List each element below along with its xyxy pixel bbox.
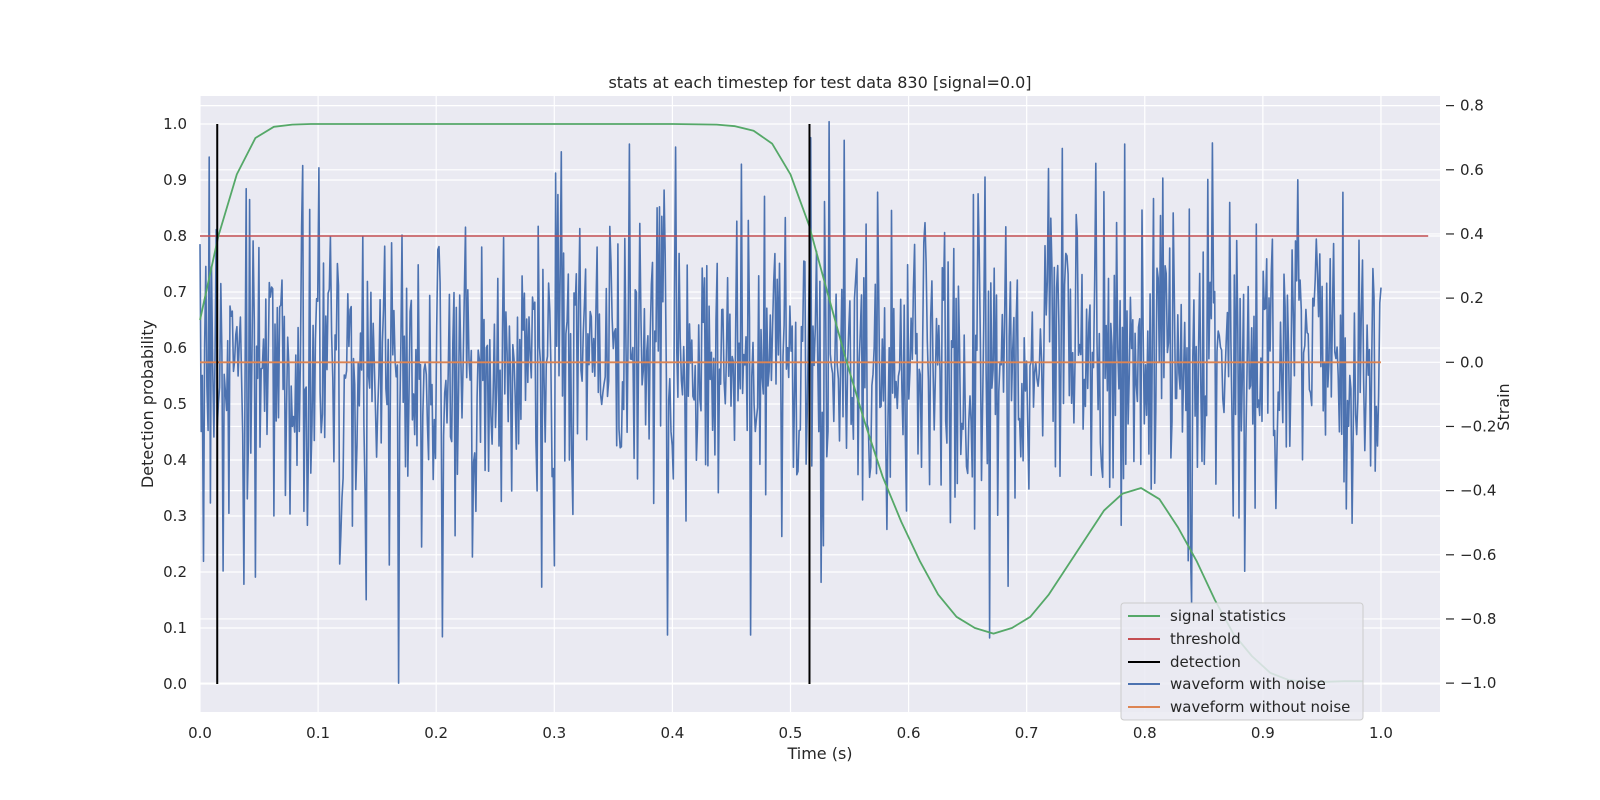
y-tick-label: 0.8	[163, 227, 187, 245]
legend-label-threshold: threshold	[1170, 630, 1241, 648]
y-tick-label: 0.3	[163, 507, 187, 525]
legend: signal statistics threshold detection wa…	[1120, 602, 1364, 721]
x-tick-label: 0.9	[1251, 724, 1275, 742]
y-tick-label: 0.6	[163, 339, 187, 357]
x-axis-ticks: 0.0 0.1 0.2 0.3 0.4 0.5 0.6 0.7 0.8 0.9 1.0	[188, 724, 1393, 742]
y2-tick-label: −0.2	[1460, 417, 1496, 435]
y2-tick-label: 0.4	[1460, 225, 1484, 243]
x-tick-label: 0.7	[1015, 724, 1039, 742]
chart-title: stats at each timestep for test data 830…	[608, 73, 1031, 92]
y-axis-label: Detection probability	[138, 320, 157, 488]
y-tick-label: 0.7	[163, 283, 187, 301]
legend-label-signal: signal statistics	[1170, 607, 1286, 625]
x-tick-label: 0.8	[1133, 724, 1157, 742]
x-tick-label: 0.3	[542, 724, 566, 742]
y-tick-label: 1.0	[163, 115, 187, 133]
y2-tick-label: −0.6	[1460, 546, 1496, 564]
x-tick-label: 0.2	[424, 724, 448, 742]
legend-label-detection: detection	[1170, 653, 1241, 671]
y2-tick-label: −0.4	[1460, 482, 1496, 500]
x-tick-label: 0.6	[897, 724, 921, 742]
x-tick-label: 1.0	[1369, 724, 1393, 742]
y2-tick-label: 0.6	[1460, 161, 1484, 179]
y-tick-label: 0.9	[163, 171, 187, 189]
legend-label-clean: waveform without noise	[1170, 698, 1350, 716]
y-tick-label: 0.5	[163, 395, 187, 413]
series-line-signal-statistics	[199, 123, 1363, 683]
series-line-waveform-with-noise	[199, 120, 1382, 684]
legend-box	[1120, 602, 1364, 721]
x-tick-label: 0.4	[660, 724, 684, 742]
y2-axis-label: Strain	[1494, 383, 1513, 430]
series-layer	[199, 123, 1429, 684]
y-tick-label: 0.4	[163, 451, 187, 469]
y-tick-label: 0.2	[163, 563, 187, 581]
y2-tick-label: −0.8	[1460, 610, 1496, 628]
y2-tick-label: 0.0	[1460, 353, 1484, 371]
y2-tick-label: 0.2	[1460, 289, 1484, 307]
y2-tick-label: 0.8	[1460, 97, 1484, 115]
x-tick-label: 0.1	[306, 724, 330, 742]
y2-axis-ticks: −1.0 −0.8 −0.6 −0.4 −0.2 0.0 0.2 0.4 0.6 0.8	[1446, 97, 1496, 692]
noise-waveform-layer	[199, 120, 1382, 684]
y-axis-ticks: 0.0 0.1 0.2 0.3 0.4 0.5 0.6 0.7 0.8 0.9 1.0	[163, 115, 187, 693]
x-axis-label: Time (s)	[786, 744, 852, 763]
x-tick-label: 0.0	[188, 724, 212, 742]
y2-tick-label: −1.0	[1460, 674, 1496, 692]
legend-label-noise: waveform with noise	[1170, 675, 1326, 693]
y-tick-label: 0.0	[163, 675, 187, 693]
x-tick-label: 0.5	[779, 724, 803, 742]
y-tick-label: 0.1	[163, 619, 187, 637]
